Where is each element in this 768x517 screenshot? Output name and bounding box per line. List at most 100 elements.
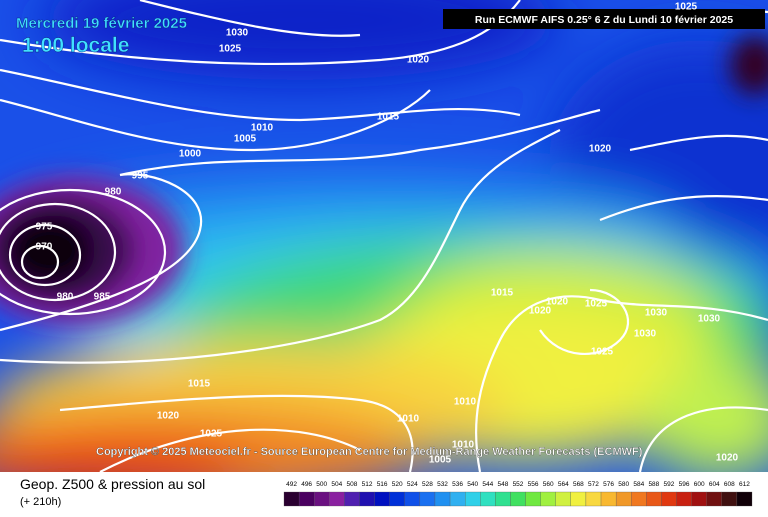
isobar-label: 975: [36, 222, 53, 233]
scale-label: 492: [286, 481, 297, 488]
footer-title: Geop. Z500 & pression au sol: [20, 476, 205, 492]
scale-label: 544: [482, 481, 493, 488]
scale-swatch: [283, 491, 300, 507]
isobar-label: 1010: [397, 414, 420, 425]
scale-label: 588: [648, 481, 659, 488]
scale-swatch: [434, 491, 451, 507]
scale-swatch: [344, 491, 360, 507]
scale-label: 548: [497, 481, 508, 488]
scale-swatch: [329, 491, 345, 507]
isobar-label: 985: [94, 292, 111, 303]
scale-label: 608: [724, 481, 735, 488]
run-info: Run ECMWF AIFS 0.25° 6 Z du Lundi 10 fév…: [475, 14, 733, 26]
scale-swatch: [661, 491, 677, 507]
scale-label: 508: [347, 481, 358, 488]
scale-label: 516: [377, 481, 388, 488]
scale-swatch: [691, 491, 707, 507]
isobar-label: 1025: [591, 347, 614, 358]
isobar-label: 1000: [179, 149, 202, 160]
isobar-label: 1010: [251, 123, 274, 134]
color-scale: 492 496 500 504 508 512 516 520 524 528 532 536 540 5…: [283, 481, 753, 507]
scale-swatch: [449, 491, 466, 507]
scale-label: 560: [543, 481, 554, 488]
scale-swatch: [404, 491, 421, 507]
scale-label: 584: [633, 481, 644, 488]
scale-swatch: [465, 491, 481, 507]
scale-label: 564: [558, 481, 569, 488]
scale-swatch: [706, 491, 722, 507]
isobar-label: 1025: [675, 2, 698, 13]
scale-swatch: [600, 491, 617, 507]
isobar-label: 970: [36, 242, 53, 253]
scale-label: 572: [588, 481, 599, 488]
scale-swatch: [374, 491, 390, 507]
scale-label: 504: [331, 481, 342, 488]
scale-swatch: [646, 491, 662, 507]
scale-label: 604: [709, 481, 720, 488]
map-field: [0, 0, 768, 472]
scale-label: 600: [694, 481, 705, 488]
isobar-label: 1025: [585, 299, 608, 310]
scale-swatch: [480, 491, 496, 507]
isobar-label: 1030: [645, 308, 668, 319]
scale-label: 612: [739, 481, 750, 488]
scale-label: 524: [407, 481, 418, 488]
scale-label: 556: [528, 481, 539, 488]
scale-swatch: [359, 491, 375, 507]
isobar-label: 1030: [226, 28, 249, 39]
scale-label: 520: [392, 481, 403, 488]
scale-label: 528: [422, 481, 433, 488]
isobar-label: 1025: [219, 44, 242, 55]
scale-swatch: [495, 491, 511, 507]
isobar-label: 1015: [491, 288, 514, 299]
scale-swatch: [721, 491, 738, 507]
scale-label: 536: [452, 481, 463, 488]
scale-swatch: [555, 491, 571, 507]
scale-label: 576: [603, 481, 614, 488]
scale-label: 540: [467, 481, 478, 488]
scale-label: 596: [679, 481, 690, 488]
scale-label: 580: [618, 481, 629, 488]
isobar-label: 1005: [234, 134, 257, 145]
scale-swatch: [615, 491, 632, 507]
isobar-label: 1015: [377, 112, 400, 123]
local-time: 1:00 locale: [22, 34, 129, 57]
isobar-label: 1015: [188, 379, 211, 390]
isobar-label: 1030: [634, 329, 657, 340]
isobar-label: 980: [57, 292, 74, 303]
forecast-date: Mercredi 19 février 2025: [16, 15, 187, 32]
isobar-label: 1020: [529, 306, 552, 317]
scale-swatch: [736, 491, 753, 507]
scale-label: 552: [513, 481, 524, 488]
scale-swatch: [419, 491, 436, 507]
scale-swatch: [676, 491, 692, 507]
scale-label: 532: [437, 481, 448, 488]
isobar-label: 1020: [157, 411, 180, 422]
isobar-label: 1010: [454, 397, 477, 408]
isobar-label: 995: [132, 171, 149, 182]
scale-label: 592: [664, 481, 675, 488]
isobar-label: 1020: [589, 144, 612, 155]
isobar-lines: [0, 0, 768, 472]
isobar-label: 1020: [546, 297, 569, 308]
scale-swatch: [631, 491, 647, 507]
scale-label: 500: [316, 481, 327, 488]
scale-swatch: [540, 491, 556, 507]
scale-swatch: [510, 491, 526, 507]
isobar-labels: 1030102510201015101010051000995980975970…: [36, 2, 739, 466]
isobar-label: 1020: [407, 55, 430, 66]
isobar-label: 1025: [200, 429, 223, 440]
isobar-label: 1020: [716, 453, 739, 464]
scale-swatch: [314, 491, 330, 507]
lead-time: (+ 210h): [20, 496, 61, 508]
copyright: Copyright © 2025 Meteociel.fr - Source E…: [96, 446, 643, 458]
scale-label: 568: [573, 481, 584, 488]
scale-swatch: [298, 491, 315, 507]
isobar-label: 1010: [452, 440, 475, 451]
isobar-label: 1005: [429, 455, 452, 466]
run-box: [443, 9, 765, 29]
scale-swatch: [585, 491, 602, 507]
isobar-label: 980: [105, 187, 122, 198]
scale-label: 496: [301, 481, 312, 488]
